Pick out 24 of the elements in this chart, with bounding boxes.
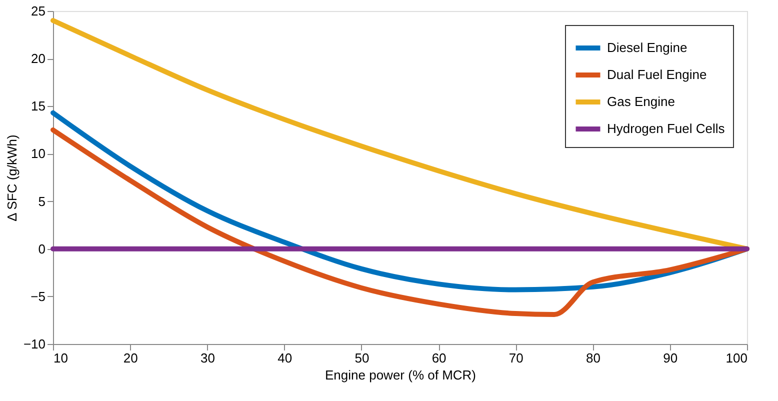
x-tick-label: 10 [54,350,68,366]
x-tick-label: 50 [354,350,370,366]
x-tick-label: 70 [508,350,524,366]
legend-label: Diesel Engine [607,40,688,55]
x-tick-label: 60 [432,350,446,366]
y-tick-label: −10 [23,336,46,352]
x-tick-label: 100 [726,350,748,366]
y-tick-label: 15 [31,98,46,114]
x-axis-title: Engine power (% of MCR) [325,368,476,382]
x-tick-label: 20 [123,350,138,366]
x-tick-label: 80 [586,350,601,366]
legend-label: Dual Fuel Engine [607,67,707,82]
x-tick-label: 40 [278,350,292,366]
y-tick-label: 20 [31,51,46,66]
y-axis-title: Δ SFC (g/kWh) [4,134,20,222]
legend-label: Hydrogen Fuel Cells [607,121,726,136]
y-tick-label: −5 [30,288,46,304]
x-tick-label: 90 [663,350,678,366]
y-tick-label: 5 [38,194,46,209]
x-tick-label: 30 [200,350,215,366]
y-tick-label: 0 [38,241,46,256]
y-tick-label: 25 [31,4,46,18]
legend-label: Gas Engine [607,94,675,109]
y-tick-label: 10 [31,146,46,162]
